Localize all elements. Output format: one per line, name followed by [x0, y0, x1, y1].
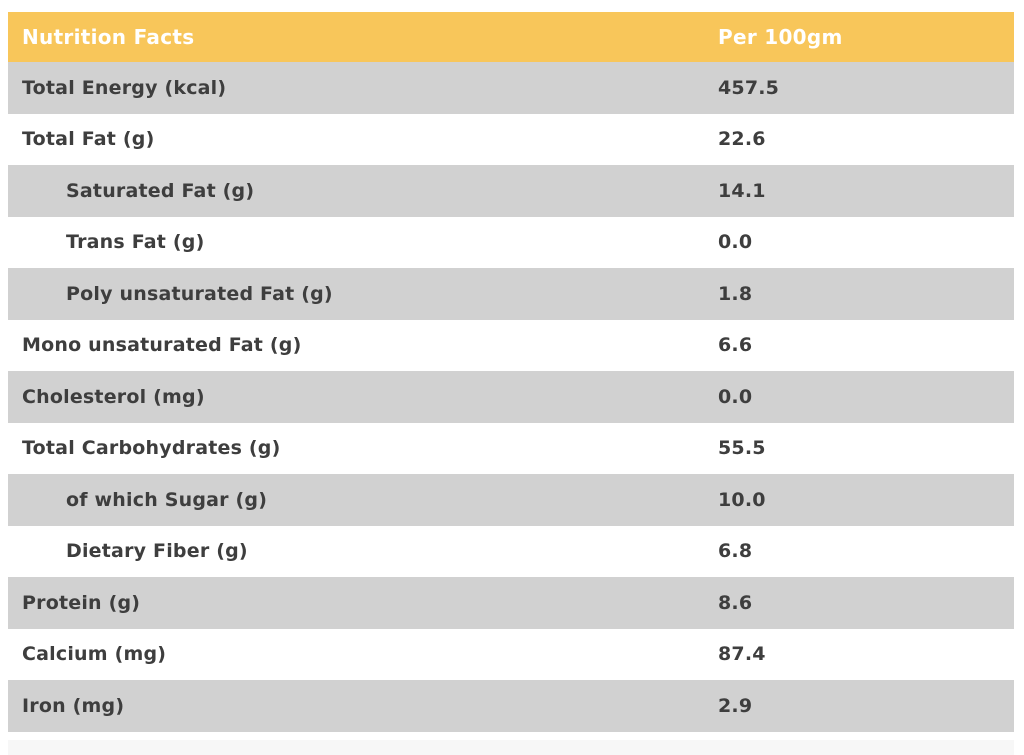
row-label: Dietary Fiber (g): [66, 540, 248, 563]
row-value: 2.9: [718, 694, 753, 717]
row-value: 0.0: [718, 385, 753, 408]
row-label: Total Energy (kcal): [22, 76, 227, 99]
table-header-title: Nutrition Facts: [22, 25, 195, 49]
row-value: 6.8: [718, 540, 753, 563]
table-row: Protein (g) 8.6: [8, 577, 1014, 629]
row-label: Saturated Fat (g): [66, 179, 255, 202]
row-label: Iron (mg): [22, 694, 125, 717]
table-row: Trans Fat (g) 0.0: [8, 216, 1014, 268]
table-row: Iron (mg) 2.9: [8, 680, 1014, 732]
row-label: Total Fat (g): [22, 128, 155, 151]
row-value: 1.8: [718, 282, 753, 305]
table-row: Dietary Fiber (g) 6.8: [8, 525, 1014, 577]
table-row: Poly unsaturated Fat (g) 1.8: [8, 268, 1014, 320]
row-label: of which Sugar (g): [66, 488, 268, 511]
row-value: 55.5: [718, 437, 766, 460]
table-row: Saturated Fat (g) 14.1: [8, 165, 1014, 217]
row-label: Total Carbohydrates (g): [22, 437, 281, 460]
row-value: 14.1: [718, 179, 766, 202]
row-label: Cholesterol (mg): [22, 385, 205, 408]
row-value: 8.6: [718, 591, 753, 614]
row-value: 10.0: [718, 488, 766, 511]
table-row: Calcium (mg) 87.4: [8, 628, 1014, 680]
table-row: Cholesterol (mg) 0.0: [8, 371, 1014, 423]
row-value: 457.5: [718, 76, 780, 99]
row-label: Protein (g): [22, 591, 141, 614]
row-label: Poly unsaturated Fat (g): [66, 282, 333, 305]
row-label: Calcium (mg): [22, 643, 167, 666]
row-value: 6.6: [718, 334, 753, 357]
cut-off-next-row: [8, 740, 1014, 755]
table-row: Total Carbohydrates (g) 55.5: [8, 422, 1014, 474]
table-row: Total Fat (g) 22.6: [8, 113, 1014, 165]
nutrition-facts-table: Nutrition Facts Per 100gm Total Energy (…: [8, 12, 1014, 732]
row-value: 87.4: [718, 643, 766, 666]
table-row: of which Sugar (g) 10.0: [8, 474, 1014, 526]
table-header-per-100gm: Per 100gm: [718, 25, 843, 49]
row-value: 0.0: [718, 231, 753, 254]
table-header-row: Nutrition Facts Per 100gm: [8, 12, 1014, 62]
table-body: Total Energy (kcal) 457.5 Total Fat (g) 22.…: [8, 62, 1014, 732]
row-value: 22.6: [718, 128, 766, 151]
row-label: Trans Fat (g): [66, 231, 205, 254]
table-row: Total Energy (kcal) 457.5: [8, 62, 1014, 114]
row-label: Mono unsaturated Fat (g): [22, 334, 302, 357]
table-row: Mono unsaturated Fat (g) 6.6: [8, 319, 1014, 371]
